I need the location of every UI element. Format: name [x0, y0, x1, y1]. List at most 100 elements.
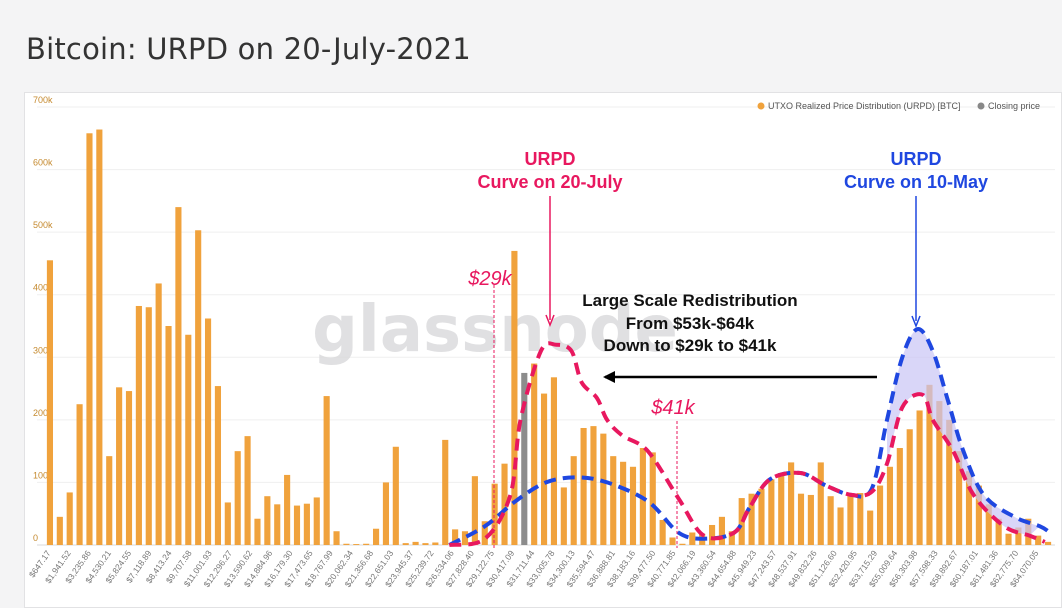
urpd-bar: [738, 498, 745, 545]
urpd-bar: [135, 305, 142, 545]
urpd-bar: [659, 519, 666, 545]
urpd-bar: [353, 544, 360, 545]
urpd-bar: [432, 542, 439, 545]
urpd-bar: [758, 488, 765, 545]
urpd-bar: [975, 485, 982, 545]
chart-card: 0 100k 200k 300k 400k 500k 600k 700k glassnode …: [24, 92, 1062, 608]
urpd-bar: [313, 497, 320, 545]
urpd-bar: [590, 426, 597, 545]
redistribution-line3: Down to $29k to $41k: [604, 336, 777, 355]
urpd-bar: [372, 528, 380, 545]
urpd-bar: [531, 363, 538, 545]
urpd-bar: [797, 493, 805, 545]
y-tick-label: 300k: [33, 345, 53, 355]
urpd-bar: [995, 518, 1002, 545]
urpd-bar: [224, 502, 231, 545]
urpd-bar: [284, 474, 291, 545]
urpd-bar: [66, 492, 73, 545]
urpd-bar: [86, 133, 93, 545]
urpd-bar: [778, 473, 785, 545]
urpd-bar: [175, 207, 182, 545]
urpd-bar: [442, 439, 449, 545]
urpd-bar: [303, 503, 310, 545]
y-tick-label: 200k: [33, 408, 53, 418]
urpd-bar: [333, 531, 340, 545]
urpd-bar: [916, 410, 923, 545]
july-label-line2: Curve on 20-July: [477, 172, 622, 192]
urpd-bar: [392, 446, 399, 545]
urpd-bar: [116, 387, 123, 545]
urpd-bar: [234, 451, 241, 545]
urpd-bar: [689, 532, 696, 545]
urpd-bar: [876, 485, 884, 545]
urpd-bar: [620, 461, 627, 545]
urpd-bar: [274, 504, 281, 545]
urpd-bar: [106, 456, 113, 545]
may-label-line1: URPD: [890, 149, 941, 169]
urpd-bar: [214, 386, 222, 545]
urpd-bar: [501, 463, 508, 545]
urpd-bar: [570, 456, 577, 545]
urpd-bar: [946, 419, 953, 545]
hi-marker-label: $41k: [650, 397, 695, 419]
legend-swatch-urpd: [757, 102, 765, 110]
urpd-bar: [600, 433, 607, 545]
urpd-bar: [550, 377, 558, 545]
urpd-bar: [1005, 533, 1012, 545]
watermark-text: glassnode: [312, 293, 678, 367]
urpd-bar: [244, 436, 251, 545]
urpd-bar: [46, 260, 54, 545]
page-title: Bitcoin: URPD on 20-July-2021: [26, 32, 471, 66]
urpd-bar: [560, 487, 567, 545]
y-tick-label: 600k: [33, 158, 53, 168]
urpd-bar: [264, 496, 271, 545]
urpd-bar: [649, 452, 656, 545]
urpd-bar: [452, 529, 459, 545]
urpd-bar: [461, 531, 469, 545]
urpd-bar: [956, 451, 963, 545]
urpd-bar: [382, 482, 390, 545]
urpd-bar: [402, 543, 409, 545]
july-curve: [448, 341, 1046, 547]
redistribution-line1: Large Scale Redistribution: [582, 291, 797, 310]
y-tick-label: 400k: [33, 283, 53, 293]
urpd-bar: [1044, 541, 1052, 545]
urpd-bar: [511, 250, 518, 545]
y-tick-label: 100k: [33, 470, 53, 480]
urpd-bar: [343, 543, 350, 545]
y-tick-label: 700k: [33, 95, 53, 105]
july-label-line1: URPD: [524, 149, 575, 169]
y-tick-label: 500k: [33, 220, 53, 230]
urpd-bar: [204, 318, 212, 545]
legend: UTXO Realized Price Distribution (URPD) …: [757, 101, 1040, 111]
urpd-bar: [1035, 535, 1042, 545]
urpd-bar: [867, 510, 874, 545]
urpd-bar: [540, 393, 548, 545]
urpd-bar: [906, 429, 913, 545]
urpd-bar: [155, 283, 162, 545]
y-tick-label: 0: [33, 533, 38, 543]
urpd-bar: [718, 516, 726, 545]
urpd-bar: [847, 494, 854, 545]
urpd-bar: [708, 524, 716, 545]
legend-swatch-closing: [977, 102, 985, 110]
redistribution-line2: From $53k-$64k: [626, 314, 755, 333]
urpd-bar: [788, 462, 795, 545]
urpd-bar: [145, 307, 152, 545]
urpd-bar: [679, 543, 686, 545]
urpd-bar: [125, 391, 133, 545]
closing-price-bar: [521, 372, 528, 545]
urpd-bar: [195, 230, 202, 545]
july-pointer-head: [545, 314, 555, 328]
urpd-bar: [827, 496, 834, 545]
urpd-bar: [580, 427, 587, 545]
urpd-bar: [165, 326, 172, 545]
urpd-bar: [412, 541, 419, 545]
urpd-bar: [56, 516, 63, 545]
urpd-bar: [422, 543, 429, 545]
urpd-bar: [1015, 527, 1022, 545]
urpd-bar: [857, 493, 864, 545]
urpd-bar: [768, 479, 775, 545]
urpd-bar: [293, 505, 301, 545]
